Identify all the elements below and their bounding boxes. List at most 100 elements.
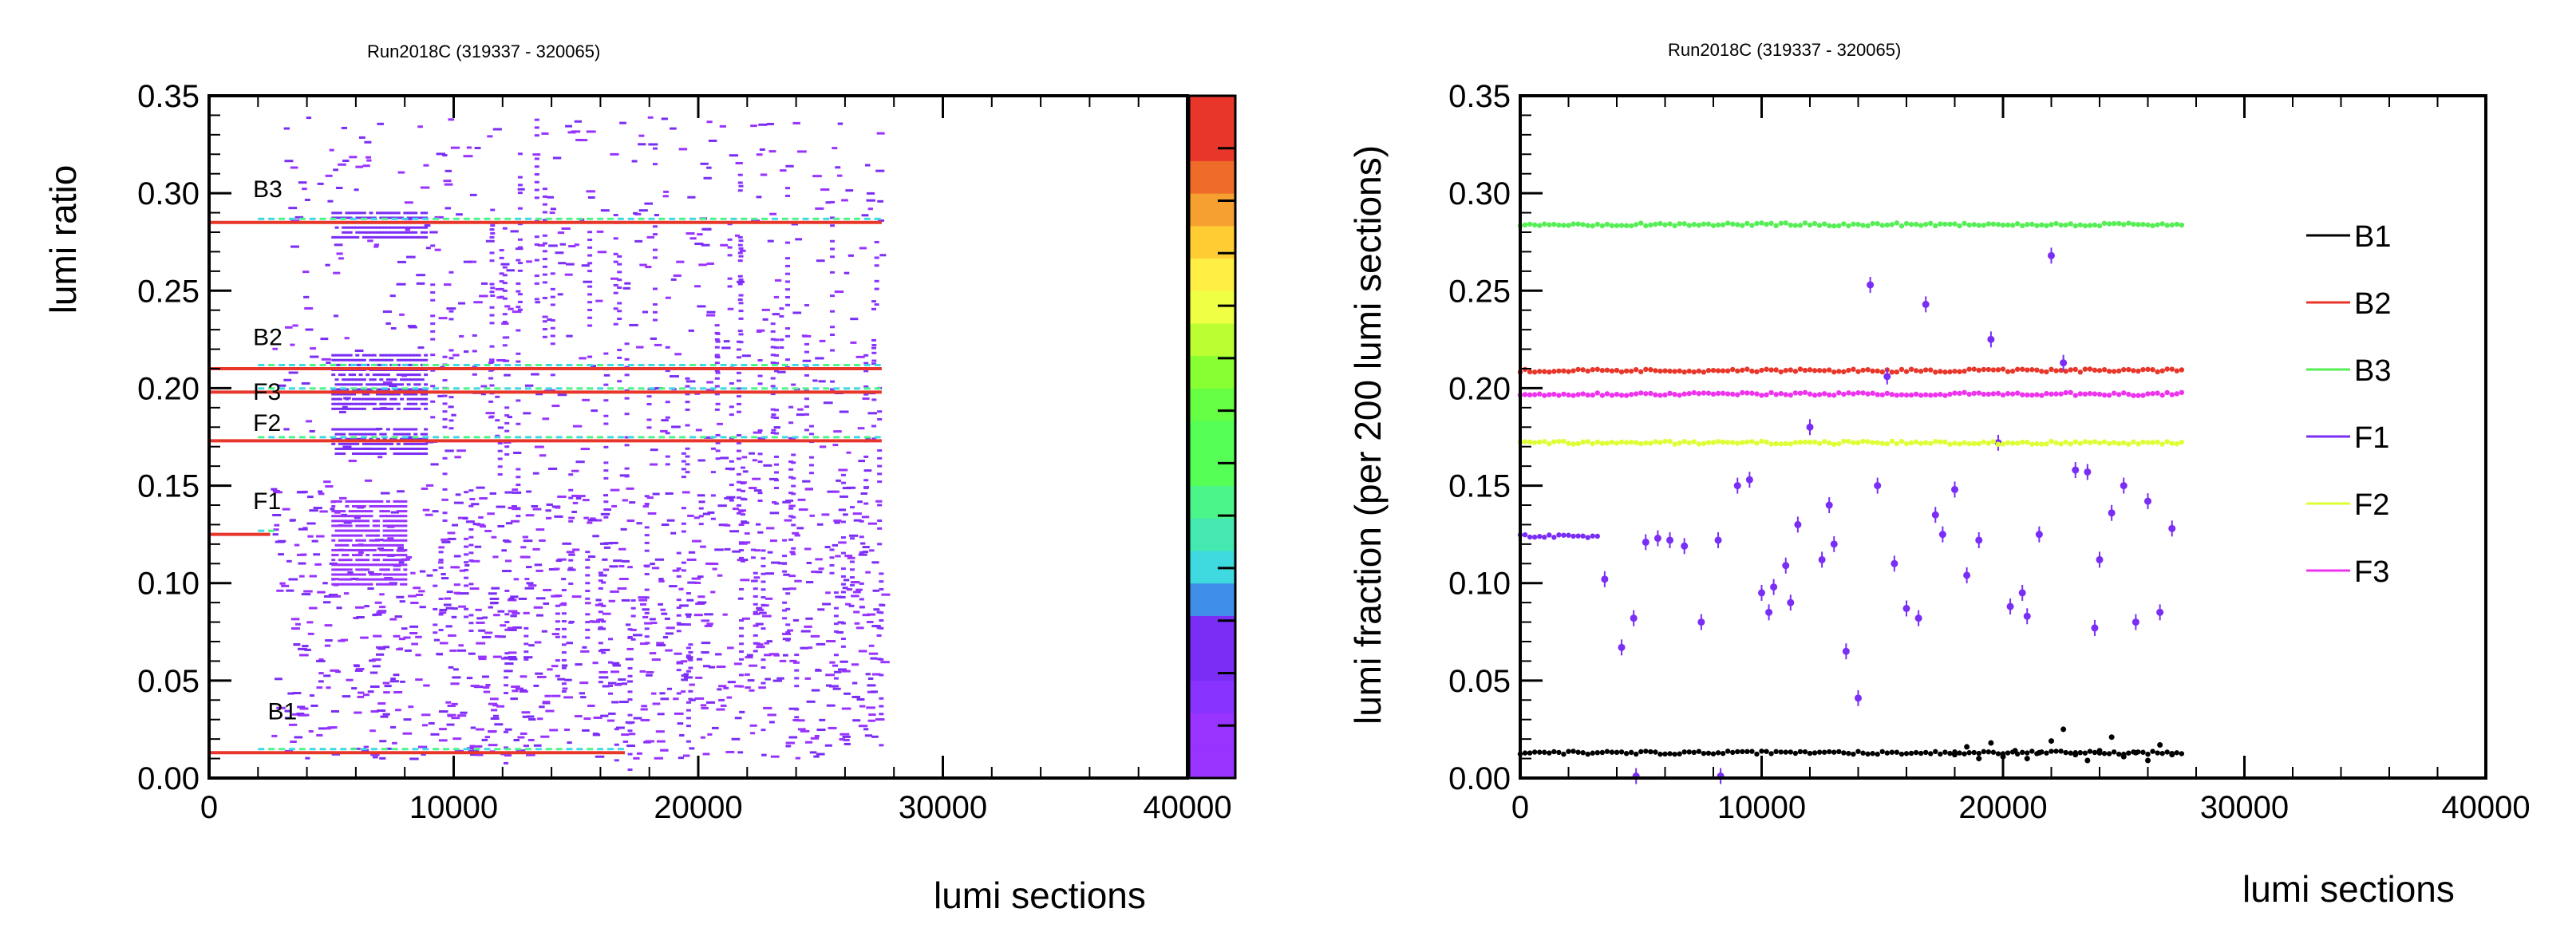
heatmap-band-highlight: [823, 387, 830, 390]
heatmap-streak-cell: [442, 472, 448, 476]
heatmap-speckle: [846, 451, 851, 454]
heatmap-band-highlight: [484, 217, 491, 220]
heatmap-cluster-cell: [379, 231, 384, 234]
heatmap-cluster-cell: [385, 534, 390, 537]
heatmap-band-highlight: [535, 387, 542, 390]
heatmap-speckle: [611, 662, 620, 665]
heatmap-speckle: [367, 239, 373, 243]
heatmap-cluster-cell: [338, 211, 342, 215]
heatmap-cluster-cell: [424, 226, 429, 229]
series-point-b2: [1590, 366, 1595, 373]
heatmap-streak-cell: [788, 515, 794, 518]
heatmap-streak-cell: [464, 561, 469, 564]
heatmap-speckle: [658, 578, 664, 581]
heatmap-speckle: [463, 350, 469, 354]
heatmap-streak-cell: [517, 269, 523, 272]
heatmap-band-highlight: [463, 748, 470, 751]
heatmap-speckle: [794, 579, 802, 583]
heatmap-cluster-cell: [358, 524, 363, 527]
heatmap-speckle: [720, 456, 729, 460]
heatmap-streak-cell: [833, 606, 839, 610]
series-point-f3: [1797, 390, 1804, 396]
series-point-f3: [1995, 390, 2001, 397]
heatmap-speckle: [318, 672, 324, 675]
heatmap-speckle: [309, 509, 318, 512]
heatmap-speckle: [355, 667, 365, 670]
heatmap-speckle: [397, 547, 404, 550]
heatmap-streak-cell: [761, 658, 766, 662]
heatmap-cluster-cell: [369, 539, 373, 542]
heatmap-speckle: [456, 649, 467, 652]
heatmap-band-highlight: [545, 387, 552, 390]
heatmap-speckle: [657, 713, 665, 716]
heatmap-streak-cell: [715, 340, 721, 343]
heatmap-cluster-cell: [342, 428, 346, 431]
series-point-f2: [2135, 441, 2141, 447]
series-outlier-f1: [1842, 647, 1850, 655]
series-point-b3: [1860, 223, 1866, 228]
heatmap-streak-cell: [773, 479, 779, 482]
heatmap-cluster-cell: [372, 543, 377, 547]
heatmap-cluster-cell: [334, 428, 339, 431]
heatmap-cluster-cell: [406, 433, 411, 436]
heatmap-streak-cell: [542, 203, 547, 206]
heatmap-speckle: [324, 644, 331, 647]
heatmap-speckle: [664, 617, 670, 620]
heatmap-cluster-cell: [358, 534, 363, 537]
heatmap-cluster-cell: [376, 500, 381, 503]
heatmap-speckle: [547, 668, 553, 671]
heatmap-cluster-cell: [424, 231, 429, 234]
heatmap-speckle: [459, 569, 466, 572]
heatmap-cluster-cell: [362, 548, 366, 551]
colorbar-segment: [1189, 452, 1235, 487]
series-outlier-f1: [2048, 251, 2055, 259]
heatmap-cluster-cell: [413, 437, 418, 440]
heatmap-speckle: [456, 449, 466, 452]
series-point-b2: [1634, 366, 1639, 373]
heatmap-speckle: [342, 695, 351, 698]
series-point-f2: [1701, 440, 1707, 446]
heatmap-speckle: [858, 553, 867, 556]
heatmap-cluster-cell: [331, 573, 336, 576]
heatmap-speckle: [492, 128, 502, 131]
heatmap-speckle: [557, 231, 565, 235]
series-outlier-f1: [1765, 608, 1773, 616]
series-outlier-f1: [1867, 281, 1875, 289]
heatmap-speckle: [568, 245, 576, 248]
heatmap-speckle: [284, 709, 290, 713]
heatmap-speckle: [272, 533, 279, 536]
heatmap-speckle: [282, 508, 290, 511]
heatmap-streak-cell: [753, 571, 758, 575]
heatmap-cluster-cell: [396, 231, 401, 234]
heatmap-streak-cell: [644, 635, 650, 638]
heatmap-speckle: [466, 146, 472, 149]
heatmap-speckle: [757, 329, 765, 332]
heatmap-speckle: [583, 516, 589, 519]
heatmap-speckle: [669, 585, 678, 588]
colorbar-segment: [1189, 518, 1235, 551]
heatmap-streak-cell: [833, 685, 839, 688]
heatmap-streak-cell: [840, 591, 846, 594]
heatmap-cluster-cell: [420, 231, 425, 234]
heatmap-band-highlight: [535, 364, 542, 366]
heatmap-cluster-cell: [372, 447, 377, 450]
heatmap-streak-cell: [877, 519, 883, 523]
heatmap-streak-cell: [472, 350, 477, 353]
heatmap-streak-cell: [681, 468, 686, 471]
series-point-b2: [1976, 367, 1981, 373]
heatmap-speckle: [689, 747, 695, 750]
heatmap-cluster-cell: [393, 505, 397, 508]
heatmap-speckle: [513, 578, 520, 581]
heatmap-cluster-cell: [400, 226, 405, 229]
heatmap-speckle: [677, 623, 686, 626]
series-point-b2: [1908, 366, 1914, 372]
heatmap-cluster-cell: [348, 231, 353, 234]
heatmap-speckle: [535, 569, 543, 572]
heatmap-speckle: [478, 516, 484, 519]
heatmap-speckle: [443, 603, 452, 606]
heatmap-speckle: [351, 687, 358, 690]
series-point-f3: [1715, 390, 1721, 397]
heatmap-cluster-cell: [355, 442, 360, 445]
series-point-f3: [1913, 391, 1919, 397]
heatmap-speckle: [325, 174, 333, 177]
